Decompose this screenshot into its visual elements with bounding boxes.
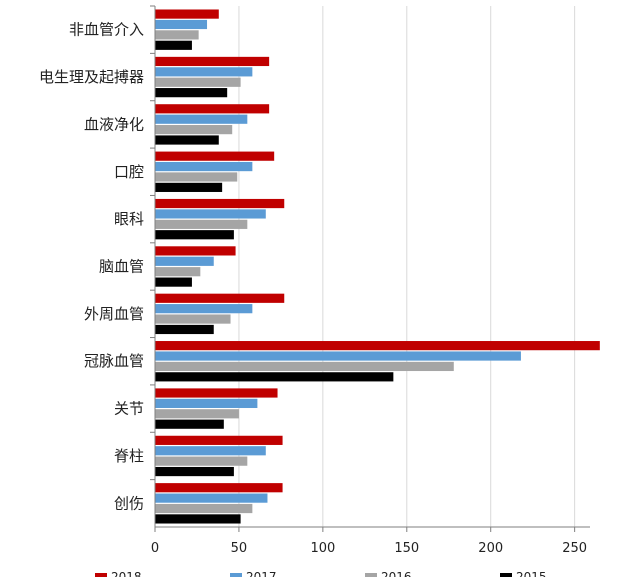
- bar-2017: [155, 161, 253, 172]
- bar-2016: [155, 314, 231, 324]
- category-label: 口腔: [114, 163, 144, 181]
- bar-2018: [155, 151, 275, 161]
- legend-label: 2015: [516, 570, 547, 577]
- bar-2018: [155, 56, 270, 67]
- bar-2017: [155, 351, 521, 361]
- bar-2017: [155, 114, 248, 124]
- category-label: 脑血管: [99, 258, 144, 276]
- bar-2018: [155, 9, 219, 19]
- bar-2018: [155, 388, 278, 398]
- x-tick-label: 250: [562, 541, 587, 556]
- category-label: 冠脉血管: [84, 352, 144, 370]
- legend-label: 2018: [111, 570, 142, 577]
- legend-swatch-2015: [500, 573, 512, 577]
- bars: [155, 9, 600, 524]
- x-tick-label: 0: [151, 541, 159, 556]
- bar-2016: [155, 77, 241, 87]
- bar-2018: [155, 246, 236, 256]
- bar-2018: [155, 293, 285, 303]
- bar-2017: [155, 209, 266, 219]
- gridlines: [238, 6, 576, 527]
- bar-2017: [155, 256, 214, 266]
- legend: 2018 2017 2016 2015: [95, 570, 547, 577]
- category-label: 脊柱: [114, 447, 144, 465]
- x-tick-label: 200: [478, 541, 503, 556]
- bar-2016: [155, 219, 248, 229]
- legend-swatch-2016: [365, 573, 377, 577]
- bar-2015: [155, 466, 234, 477]
- category-label: 电生理及起搏器: [39, 68, 144, 86]
- bar-2015: [155, 514, 241, 524]
- bar-2016: [155, 503, 253, 514]
- bar-2017: [155, 398, 258, 408]
- x-tick-label: 150: [394, 541, 419, 556]
- bar-2017: [155, 19, 208, 30]
- bar-2016: [155, 456, 248, 466]
- legend-label: 2017: [246, 570, 277, 577]
- bar-2016: [155, 172, 238, 182]
- bar-2015: [155, 182, 223, 192]
- bar-2018: [155, 104, 270, 114]
- legend-swatch-2017: [230, 573, 242, 577]
- legend-label: 2016: [381, 570, 412, 577]
- category-label: 外周血管: [84, 305, 144, 323]
- category-label: 血液净化: [84, 115, 144, 133]
- bar-2015: [155, 324, 214, 335]
- bar-2016: [155, 409, 239, 419]
- bar-2015: [155, 419, 224, 429]
- axes: 0 50 100 150 200 250: [150, 5, 590, 556]
- bar-2015: [155, 230, 234, 240]
- bar-2017: [155, 493, 268, 503]
- bar-2015: [155, 372, 394, 382]
- bar-2018: [155, 341, 600, 351]
- category-label: 非血管介入: [69, 21, 144, 39]
- x-tick-label: 100: [310, 541, 335, 556]
- bar-2015: [155, 40, 192, 50]
- bar-2015: [155, 277, 192, 287]
- bar-2018: [155, 483, 283, 493]
- bar-2016: [155, 361, 454, 372]
- category-label: 关节: [114, 400, 144, 418]
- bar-2015: [155, 135, 219, 145]
- bar-2015: [155, 88, 228, 98]
- bar-2016: [155, 30, 199, 40]
- bar-2016: [155, 125, 233, 135]
- category-label: 眼科: [114, 210, 144, 228]
- x-tick-label: 50: [231, 541, 248, 556]
- bar-2016: [155, 267, 201, 277]
- bar-2017: [155, 67, 253, 77]
- bar-2017: [155, 446, 266, 456]
- bar-2017: [155, 304, 253, 314]
- bar-2018: [155, 198, 285, 209]
- category-label: 创伤: [114, 494, 144, 512]
- bar-2018: [155, 435, 283, 445]
- legend-swatch-2018: [95, 573, 107, 577]
